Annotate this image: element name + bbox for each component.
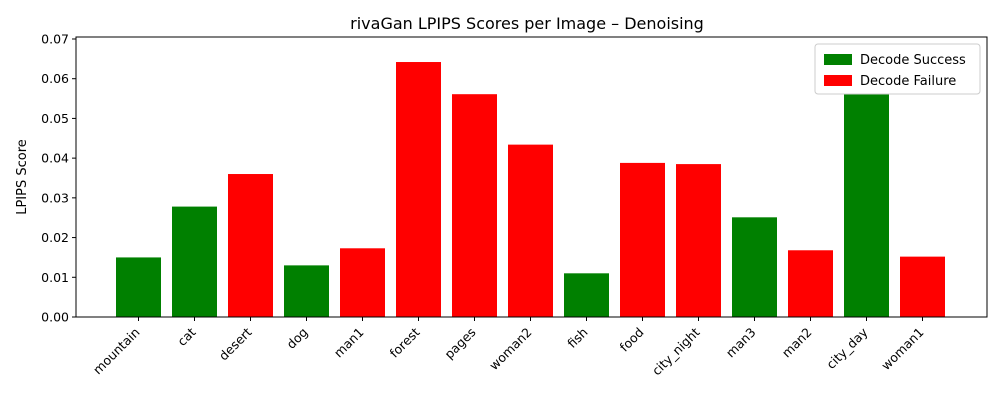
bar-cat xyxy=(172,206,217,317)
x-tick-label: cat xyxy=(174,324,198,348)
y-tick-label: 0.05 xyxy=(41,111,69,126)
bar-desert xyxy=(228,174,273,317)
y-tick-label: 0.06 xyxy=(41,71,69,86)
x-tick-label: city_day xyxy=(823,324,871,372)
y-tick-label: 0.00 xyxy=(41,310,69,325)
x-tick-label: mountain xyxy=(90,325,143,378)
y-tick-label: 0.02 xyxy=(41,230,69,245)
y-axis-label: LPIPS Score xyxy=(15,139,30,215)
y-tick-label: 0.04 xyxy=(41,151,69,166)
plot-area: 0.00 0.01 0.02 0.03 0.04 0.05 0.06 0.07 mountain… xyxy=(41,31,945,378)
bar-mountain xyxy=(116,257,161,317)
bar-man1 xyxy=(340,248,385,317)
legend-swatch-success xyxy=(824,54,852,65)
bar-woman1 xyxy=(900,256,945,317)
bar-dog xyxy=(284,265,329,317)
x-tick-label: man3 xyxy=(723,325,759,361)
bar-food xyxy=(620,162,665,317)
x-tick-label: woman1 xyxy=(878,325,927,374)
legend: Decode Success Decode Failure xyxy=(814,43,981,95)
legend-swatch-failure xyxy=(824,75,852,86)
y-tick-label: 0.01 xyxy=(41,270,69,285)
bar-woman2 xyxy=(508,144,553,317)
bar-man2 xyxy=(788,250,833,317)
x-tick-label: desert xyxy=(216,324,255,363)
x-tick-label: fish xyxy=(564,325,590,351)
bar-man3 xyxy=(732,217,777,317)
legend-label-success: Decode Success xyxy=(860,53,966,68)
bar-fish xyxy=(564,273,609,317)
x-tick-label: dog xyxy=(283,325,310,352)
x-tick-label: pages xyxy=(441,325,478,362)
bar-city-day xyxy=(844,94,889,317)
x-tick-label: woman2 xyxy=(486,325,535,374)
y-tick-label: 0.03 xyxy=(41,190,69,205)
legend-label-failure: Decode Failure xyxy=(860,74,956,89)
y-tick-label: 0.07 xyxy=(41,31,69,46)
x-tick-label: food xyxy=(616,325,646,355)
bar-forest xyxy=(396,62,441,318)
legend-box xyxy=(814,43,981,95)
x-tick-label: city_night xyxy=(649,324,703,378)
x-tick-label: man2 xyxy=(779,325,815,361)
x-tick-label: man1 xyxy=(331,325,367,361)
bar-pages xyxy=(452,94,497,317)
chart-title: rivaGan LPIPS Scores per Image – Denoisi… xyxy=(350,14,704,33)
plot-frame xyxy=(75,36,988,318)
x-tick-label: forest xyxy=(387,324,423,360)
bar-city-night xyxy=(676,164,721,317)
